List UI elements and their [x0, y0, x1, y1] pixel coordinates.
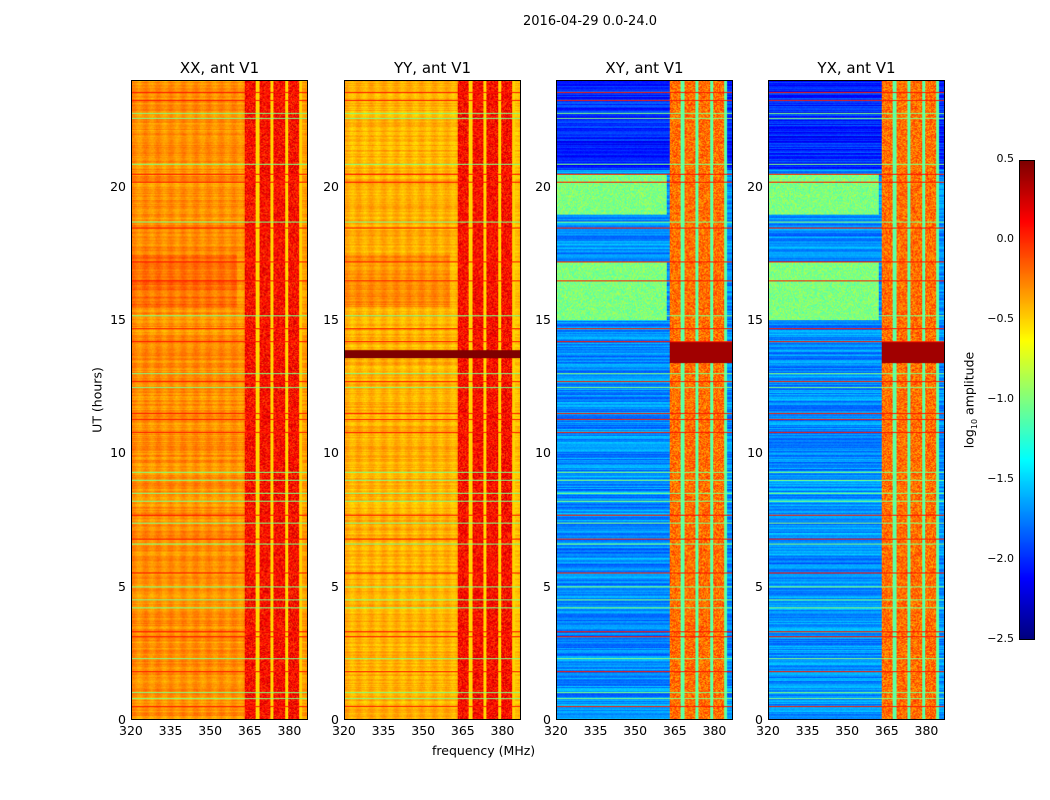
- x-tick-label: 335: [583, 723, 608, 738]
- x-tick-label: 350: [198, 723, 223, 738]
- x-tick-label: 335: [371, 723, 396, 738]
- y-tick-label: 10: [110, 445, 126, 461]
- y-tick-label: 15: [747, 312, 763, 327]
- y-tick-label: 5: [118, 578, 126, 594]
- y-tick-label: 10: [535, 445, 551, 461]
- x-tick-label: 365: [237, 723, 262, 738]
- y-tick-label: 20: [323, 178, 339, 194]
- colorbar-tick-label: 0.0: [996, 232, 1015, 245]
- x-tick-label: 365: [874, 723, 899, 738]
- colorbar-tick-label: −2.5: [987, 632, 1014, 645]
- x-axis-label: frequency (MHz): [432, 743, 536, 758]
- colorbar-tick-label: −1.0: [987, 392, 1014, 405]
- y-tick-label: 20: [747, 178, 763, 194]
- y-tick-label: 5: [543, 578, 551, 594]
- y-tick-label: 20: [535, 178, 551, 194]
- y-tick-label: 0: [331, 712, 339, 727]
- x-tick-label: 320: [544, 723, 568, 738]
- x-tick-label: 380: [702, 723, 727, 738]
- heatmap-panel-4: [768, 80, 945, 720]
- figure-title: 2016-04-29 0.0-24.0: [523, 14, 657, 29]
- heatmap-image: [345, 81, 520, 719]
- panel-title: YX, ant V1: [817, 59, 896, 77]
- x-tick-label: 350: [411, 723, 436, 738]
- y-tick-label: 5: [755, 578, 763, 594]
- panel-title: XY, ant V1: [605, 59, 684, 77]
- x-tick-label: 365: [662, 723, 687, 738]
- colorbar-tick-label: −0.5: [987, 312, 1014, 325]
- heatmap-panel-2: [344, 80, 521, 720]
- x-tick-label: 380: [277, 723, 302, 738]
- colorbar: [1019, 160, 1035, 640]
- x-tick-label: 380: [914, 723, 939, 738]
- colorbar-tick-label: −1.5: [987, 472, 1014, 485]
- x-tick-label: 380: [490, 723, 515, 738]
- x-tick-label: 335: [158, 723, 183, 738]
- y-tick-label: 0: [543, 712, 551, 727]
- heatmap-image: [557, 81, 732, 719]
- y-tick-label: 10: [747, 445, 763, 461]
- x-tick-label: 320: [119, 723, 143, 738]
- x-tick-label: 350: [835, 723, 860, 738]
- colorbar-tick-label: 0.5: [996, 152, 1015, 165]
- y-tick-label: 5: [331, 578, 339, 594]
- heatmap-panel-1: [131, 80, 308, 720]
- x-tick-label: 365: [450, 723, 475, 738]
- heatmap-panel-3: [556, 80, 733, 720]
- y-tick-label: 10: [323, 445, 339, 461]
- colorbar-label: log10 amplitude: [961, 351, 979, 449]
- y-tick-label: 15: [535, 312, 551, 327]
- y-tick-label: 15: [323, 312, 339, 327]
- x-tick-label: 320: [332, 723, 356, 738]
- x-tick-label: 320: [756, 723, 780, 738]
- y-tick-label: 0: [755, 712, 763, 727]
- y-tick-label: 15: [110, 312, 126, 327]
- y-axis-label: UT (hours): [89, 367, 105, 433]
- heatmap-image: [132, 81, 307, 719]
- heatmap-image: [769, 81, 944, 719]
- x-tick-label: 350: [623, 723, 648, 738]
- panel-title: YY, ant V1: [393, 59, 471, 77]
- y-tick-label: 0: [118, 712, 126, 727]
- panel-title: XX, ant V1: [179, 59, 260, 77]
- colorbar-tick-label: −2.0: [987, 552, 1014, 565]
- y-tick-label: 20: [110, 178, 126, 194]
- x-tick-label: 335: [795, 723, 820, 738]
